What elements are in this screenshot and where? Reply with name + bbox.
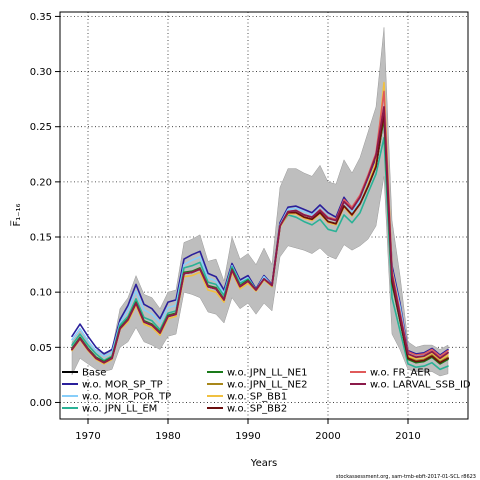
x-tick-label: 1980 — [155, 431, 180, 442]
axis-ticks: 1970 1980 1990 2000 2010 0.00 0.05 0.10 0.15 0.20… — [30, 12, 421, 442]
y-axis-title: F̅₁₋₁₆ — [10, 203, 23, 226]
plot-background — [60, 12, 468, 419]
confidence-band — [71, 27, 449, 377]
legend-label-w-o-jpn-ll-ne1: w.o. JPN_LL_NE1 — [227, 368, 308, 379]
legend-label-w-o-mor-por-tp: w.o. MOR_POR_TP — [82, 392, 171, 403]
y-tick-label: 0.15 — [30, 233, 52, 244]
legend-label-w-o-larval-ssb-id: w.o. LARVAL_SSB_ID — [370, 380, 471, 391]
x-tick-label: 2010 — [395, 431, 420, 442]
legend-label-w-o-sp-bb2: w.o. SP_BB2 — [227, 404, 287, 415]
legend-label-base: Base — [82, 368, 106, 379]
legend-label-w-o-jpn-ll-ne2: w.o. JPN_LL_NE2 — [227, 380, 308, 391]
legend-label-w-o-sp-bb1: w.o. SP_BB1 — [227, 392, 287, 403]
x-tick-label: 1990 — [235, 431, 260, 442]
plot-frame — [59, 11, 469, 420]
series-line-w-o-larval-ssb-id — [71, 106, 449, 364]
y-tick-label: 0.35 — [30, 12, 52, 23]
y-tick-label: 0.00 — [30, 398, 52, 409]
y-tick-label: 0.05 — [30, 343, 52, 354]
y-tick-label: 0.10 — [30, 288, 52, 299]
x-tick-label: 1970 — [75, 431, 100, 442]
source-note: stockassessment.org, sam-tmb-ebft-2017-0… — [336, 474, 476, 480]
series-lines-layer — [71, 81, 449, 371]
y-tick-label: 0.30 — [30, 67, 52, 78]
x-axis-title: Years — [250, 458, 277, 469]
legend-label-w-o-jpn-ll-em: w.o. JPN_LL_EM — [82, 404, 157, 415]
legend-label-w-o-mor-sp-tp: w.o. MOR_SP_TP — [82, 380, 163, 391]
y-tick-label: 0.20 — [30, 177, 52, 188]
legend-label-w-o-fr-aer: w.o. FR_AER — [370, 368, 431, 379]
confidence-band-layer — [71, 27, 449, 377]
y-tick-label: 0.25 — [30, 122, 52, 133]
x-tick-label: 2000 — [315, 431, 340, 442]
